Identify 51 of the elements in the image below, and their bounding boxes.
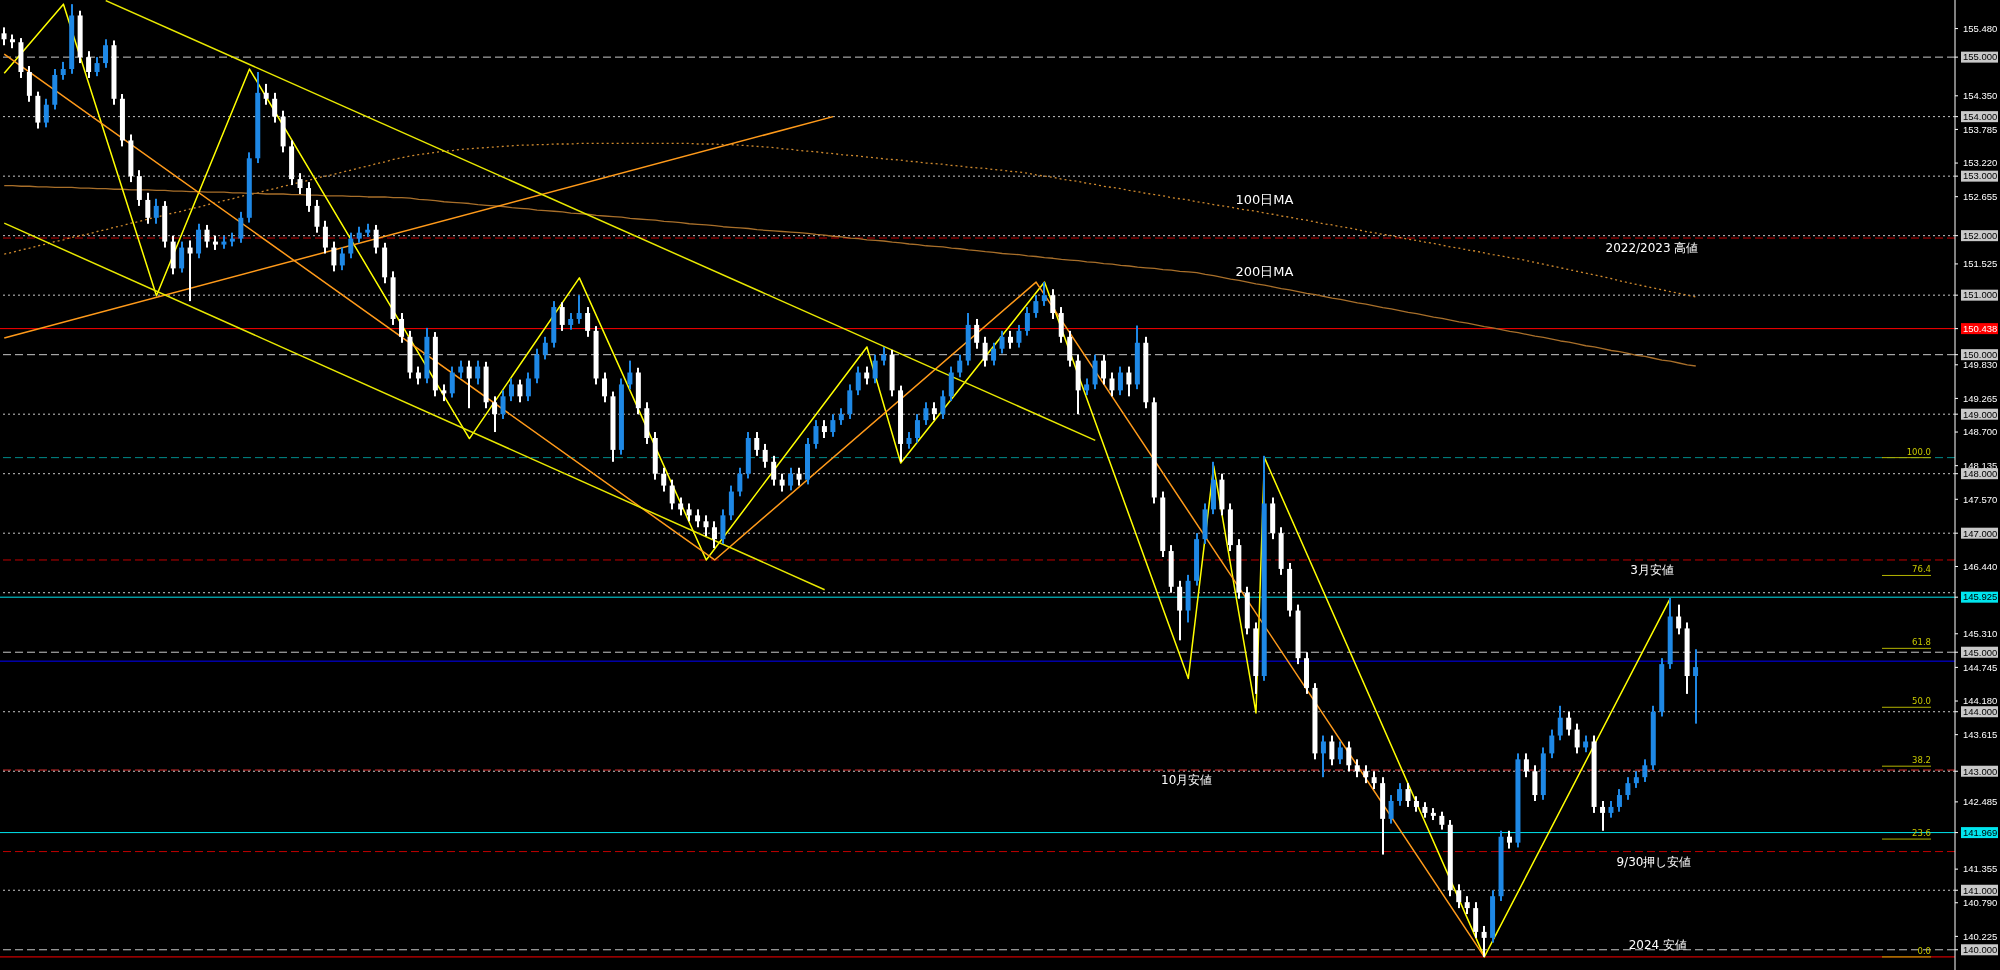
y-tick-label: 152.655 [1963, 191, 1998, 202]
line-series [3, 53, 1486, 958]
y-tick-label: 141.000 [1963, 884, 1998, 896]
y-tick-label: 141.969 [1963, 826, 1998, 838]
ref-line-label: 3月安値 [1630, 562, 1674, 577]
y-tick-label: 153.000 [1963, 170, 1998, 182]
text: 50.0 [1912, 696, 1931, 707]
y-tick-label: 149.265 [1963, 392, 1998, 404]
y-tick-label: 155.480 [1963, 22, 1998, 34]
y-tick-label: 153.220 [1963, 157, 1998, 169]
ref-line-label: 9/30押し安値 [1616, 854, 1692, 869]
y-tick-label: 153.785 [1963, 123, 1998, 135]
y-tick-label: 145.925 [1963, 591, 1998, 603]
y-tick-label: 147.570 [1963, 493, 1998, 505]
y-tick-label: 149.830 [1963, 359, 1998, 371]
text: 76.4 [1912, 564, 1931, 575]
y-tick-label: 140.000 [1963, 944, 1998, 956]
text: 38.2 [1912, 755, 1931, 766]
y-tick-label: 155.000 [1963, 51, 1998, 63]
ref-line-label: 10月安値 [1161, 773, 1213, 788]
y-tick-label: 150.000 [1963, 349, 1998, 360]
y-tick-label: 140.225 [1963, 930, 1998, 942]
ref-line-label: 2024 安値 [1628, 937, 1688, 952]
candlestick [187, 240, 193, 302]
y-tick-label: 142.485 [1963, 796, 1998, 808]
y-tick-label: 145.000 [1963, 646, 1998, 658]
ref-line-label: 2022/2023 高値 [1605, 241, 1699, 256]
y-tick-label: 143.615 [1963, 728, 1998, 740]
y-tick-label: 141.355 [1963, 863, 1998, 875]
y-tick-label: 148.700 [1963, 426, 1998, 438]
y-tick-label: 151.000 [1963, 289, 1998, 301]
y-tick-label: 154.350 [1963, 90, 1998, 102]
series-label: 100日MA [1235, 192, 1294, 208]
y-tick-label: 144.745 [1963, 661, 1998, 673]
y-tick-label: 147.000 [1963, 527, 1998, 539]
y-tick-label: 148.000 [1963, 468, 1998, 480]
text: 61.8 [1912, 637, 1931, 648]
annotation: 100.0 [1906, 446, 1931, 457]
line-series [3, 142, 1697, 298]
y-tick-label: 144.180 [1963, 695, 1998, 707]
y-tick-label: 145.310 [1963, 628, 1998, 640]
series-label: 200日MA [1235, 264, 1294, 280]
y-tick-label: 149.000 [1963, 408, 1998, 420]
y-tick-label: 140.790 [1963, 897, 1998, 909]
y-tick-label: 144.000 [1963, 706, 1998, 718]
y-tick-label: 152.000 [1963, 229, 1998, 241]
y-tick-label: 143.000 [1963, 765, 1998, 777]
y-tick-label: 154.000 [1963, 110, 1998, 122]
y-tick-label: 146.440 [1963, 560, 1998, 572]
y-tick-label: 150.438 [1963, 322, 1998, 334]
y-tick-label: 151.525 [1963, 258, 1998, 270]
